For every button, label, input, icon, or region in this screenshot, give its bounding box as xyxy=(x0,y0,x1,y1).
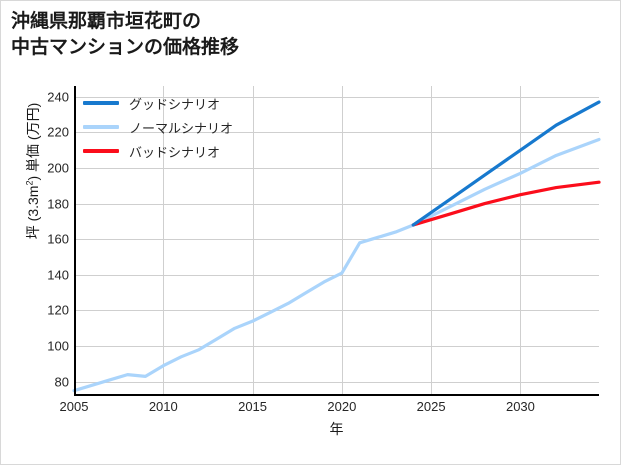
y-tick-label: 120 xyxy=(47,302,69,318)
gridline-horizontal xyxy=(74,167,599,169)
legend-item-label: バッドシナリオ xyxy=(129,144,221,160)
y-axis-tick-labels: 80 100 120 140 160 180 200 220 240 xyxy=(27,86,69,396)
page-title: 沖縄県那覇市垣花町の 中古マンションの価格推移 xyxy=(11,11,240,58)
x-tick-label: 2020 xyxy=(327,399,357,414)
chart-legend: グッドシナリオ ノーマルシナリオ バッドシナリオ xyxy=(83,91,293,163)
gridline-horizontal xyxy=(74,132,599,134)
legend-item[interactable]: グッドシナリオ xyxy=(83,91,293,115)
y-tick-label: 140 xyxy=(47,267,69,283)
x-tick-label: 2015 xyxy=(238,399,268,414)
y-tick-label: 100 xyxy=(47,338,69,354)
y-tick-label: 80 xyxy=(54,374,69,390)
y-axis-label-text: 坪 (3.3m2) 単価 (万円) xyxy=(24,102,41,240)
y-axis-label: 坪 (3.3m2) 単価 (万円) xyxy=(23,41,43,301)
gridline-horizontal xyxy=(74,310,599,312)
series-line xyxy=(72,137,601,393)
legend-swatch-icon xyxy=(83,149,119,153)
legend-item[interactable]: バッドシナリオ xyxy=(83,139,293,163)
y-tick-label: 200 xyxy=(47,160,69,176)
legend-item-label: グッドシナリオ xyxy=(129,96,221,112)
legend-swatch-icon xyxy=(83,101,119,105)
plot-area xyxy=(72,86,601,396)
series-line xyxy=(411,100,601,227)
x-tick-label: 2030 xyxy=(505,399,535,414)
x-tick-label: 2005 xyxy=(59,399,89,414)
gridline-horizontal xyxy=(74,346,599,348)
gridline-horizontal xyxy=(74,381,599,383)
gridline-vertical xyxy=(341,86,343,396)
gridline-horizontal xyxy=(74,239,599,241)
plot-background xyxy=(74,86,599,396)
legend-swatch-icon xyxy=(83,125,119,129)
y-tick-label: 180 xyxy=(47,196,69,212)
x-axis-tick-labels: 2005 2010 2015 2020 2025 2030 xyxy=(60,397,599,419)
gridline-vertical xyxy=(431,86,433,396)
gridline-horizontal xyxy=(74,203,599,205)
y-axis-label-superscript: 2 xyxy=(24,180,35,186)
x-axis-spine xyxy=(74,394,599,396)
series-lines xyxy=(72,100,601,393)
x-tick-label: 2025 xyxy=(416,399,446,414)
x-tick-label: 2010 xyxy=(148,399,178,414)
y-axis-spine xyxy=(74,86,76,396)
gridline-vertical xyxy=(520,86,522,396)
legend-item[interactable]: ノーマルシナリオ xyxy=(83,115,293,139)
gridline-vertical xyxy=(252,86,254,396)
gridline-horizontal xyxy=(74,96,599,98)
y-tick-label: 160 xyxy=(47,231,69,247)
y-tick-label: 240 xyxy=(47,89,69,105)
gridline-vertical xyxy=(163,86,165,396)
x-axis-label: 年 xyxy=(329,421,344,437)
series-line xyxy=(411,180,601,227)
y-tick-label: 220 xyxy=(47,124,69,140)
legend-item-label: ノーマルシナリオ xyxy=(129,120,234,136)
